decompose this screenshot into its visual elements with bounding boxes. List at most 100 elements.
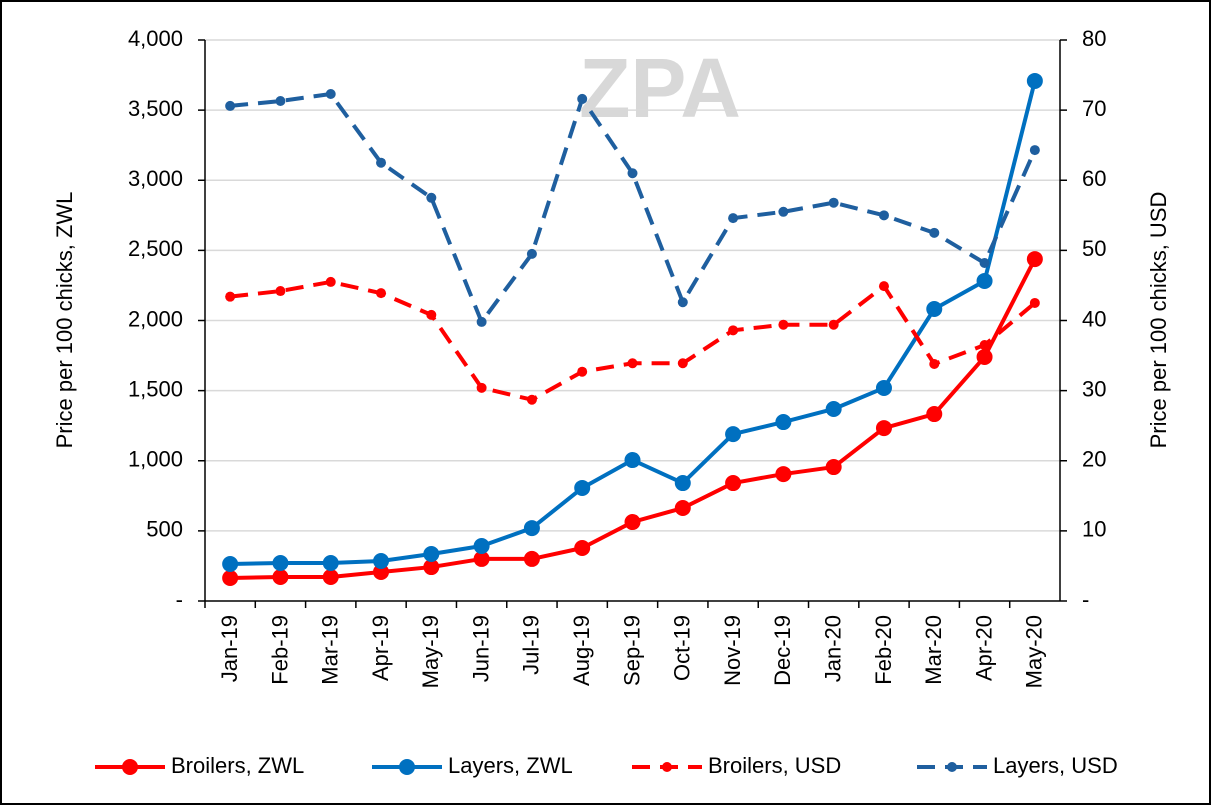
data-point bbox=[674, 475, 691, 492]
data-point bbox=[473, 538, 490, 555]
data-point bbox=[476, 382, 487, 393]
data-point bbox=[272, 569, 289, 586]
x-tick-label: Jan-19 bbox=[217, 615, 242, 682]
data-point bbox=[825, 459, 842, 476]
data-point bbox=[373, 553, 390, 570]
data-point bbox=[526, 394, 537, 405]
y2-tick-label: 50 bbox=[1082, 236, 1106, 261]
data-point bbox=[926, 300, 943, 317]
y2-tick-label: - bbox=[1082, 587, 1089, 612]
data-point bbox=[828, 197, 839, 208]
data-point bbox=[878, 281, 889, 292]
x-tick-label: Apr-20 bbox=[971, 615, 996, 681]
data-point bbox=[272, 554, 289, 571]
data-point bbox=[1029, 297, 1040, 308]
x-tick-label: Jul-19 bbox=[519, 615, 544, 675]
data-point bbox=[523, 550, 540, 567]
y-tick-label: 2,500 bbox=[128, 236, 183, 261]
x-tick-label: Sep-19 bbox=[619, 615, 644, 686]
data-point bbox=[1026, 72, 1043, 89]
data-point bbox=[275, 96, 286, 107]
data-point bbox=[222, 569, 239, 586]
data-point bbox=[275, 286, 286, 297]
data-point bbox=[325, 88, 336, 99]
legend-label: Layers, ZWL bbox=[448, 753, 573, 778]
legend-label: Broilers, USD bbox=[708, 753, 841, 778]
y2-tick-label: 40 bbox=[1082, 306, 1106, 331]
x-tick-label: Mar-20 bbox=[921, 615, 946, 685]
data-point bbox=[325, 276, 336, 287]
x-tick-label: Jan-20 bbox=[820, 615, 845, 682]
legend-label: Broilers, ZWL bbox=[171, 753, 304, 778]
data-point bbox=[677, 297, 688, 308]
x-tick-label: Feb-20 bbox=[871, 615, 896, 685]
data-point bbox=[322, 569, 339, 586]
data-point bbox=[426, 192, 437, 203]
y2-tick-label: 30 bbox=[1082, 376, 1106, 401]
data-point bbox=[577, 93, 588, 104]
data-point bbox=[778, 206, 789, 217]
data-point bbox=[976, 348, 993, 365]
series-line bbox=[229, 91, 1037, 324]
data-point bbox=[674, 500, 691, 517]
data-point bbox=[574, 479, 591, 496]
x-tick-label: Dec-19 bbox=[770, 615, 795, 686]
y2-tick-label: 60 bbox=[1082, 166, 1106, 191]
data-point bbox=[825, 400, 842, 417]
legend-marker bbox=[122, 759, 138, 775]
y-tick-label: 3,500 bbox=[128, 96, 183, 121]
y2-tick-label: 70 bbox=[1082, 96, 1106, 121]
x-tick-label: Feb-19 bbox=[267, 615, 292, 685]
data-point bbox=[225, 100, 236, 111]
watermark: ZPA bbox=[579, 41, 741, 135]
data-point bbox=[322, 554, 339, 571]
y2-tick-label: 10 bbox=[1082, 517, 1106, 542]
x-tick-label: Oct-19 bbox=[670, 615, 695, 681]
data-point bbox=[523, 520, 540, 537]
y-tick-label: 3,000 bbox=[128, 166, 183, 191]
data-point bbox=[627, 168, 638, 179]
y-tick-label: 500 bbox=[146, 517, 183, 542]
data-point bbox=[929, 358, 940, 369]
data-point bbox=[976, 272, 993, 289]
legend-marker bbox=[662, 762, 672, 772]
y-tick-label: 1,500 bbox=[128, 376, 183, 401]
x-tick-label: Jun-19 bbox=[468, 615, 493, 682]
data-point bbox=[728, 213, 739, 224]
data-point bbox=[875, 379, 892, 396]
legend-label: Layers, USD bbox=[993, 753, 1118, 778]
data-point bbox=[426, 309, 437, 320]
data-point bbox=[222, 555, 239, 572]
data-point bbox=[878, 210, 889, 221]
x-tick-label: May-20 bbox=[1022, 615, 1047, 688]
y2-axis-label: Price per 100 chicks, USD bbox=[1146, 192, 1171, 449]
data-point bbox=[1026, 251, 1043, 268]
x-tick-label: Aug-19 bbox=[569, 615, 594, 686]
data-point bbox=[775, 414, 792, 431]
data-point bbox=[423, 559, 440, 576]
data-point bbox=[778, 319, 789, 330]
y2-tick-label: 80 bbox=[1082, 26, 1106, 51]
data-point bbox=[627, 358, 638, 369]
data-point bbox=[225, 291, 236, 302]
data-point bbox=[476, 316, 487, 327]
data-point bbox=[624, 514, 641, 531]
x-tick-label: Apr-19 bbox=[368, 615, 393, 681]
data-point bbox=[979, 340, 990, 351]
data-point bbox=[373, 563, 390, 580]
data-point bbox=[929, 227, 940, 238]
legend-marker bbox=[947, 762, 957, 772]
data-point bbox=[376, 288, 387, 299]
y-tick-label: 1,000 bbox=[128, 447, 183, 472]
data-point bbox=[574, 539, 591, 556]
data-point bbox=[775, 466, 792, 483]
data-point bbox=[423, 546, 440, 563]
y-tick-label: 2,000 bbox=[128, 306, 183, 331]
data-point bbox=[828, 319, 839, 330]
data-point bbox=[725, 475, 742, 492]
data-point bbox=[473, 550, 490, 567]
data-point bbox=[577, 366, 588, 377]
data-point bbox=[677, 358, 688, 369]
y-tick-label: 4,000 bbox=[128, 26, 183, 51]
